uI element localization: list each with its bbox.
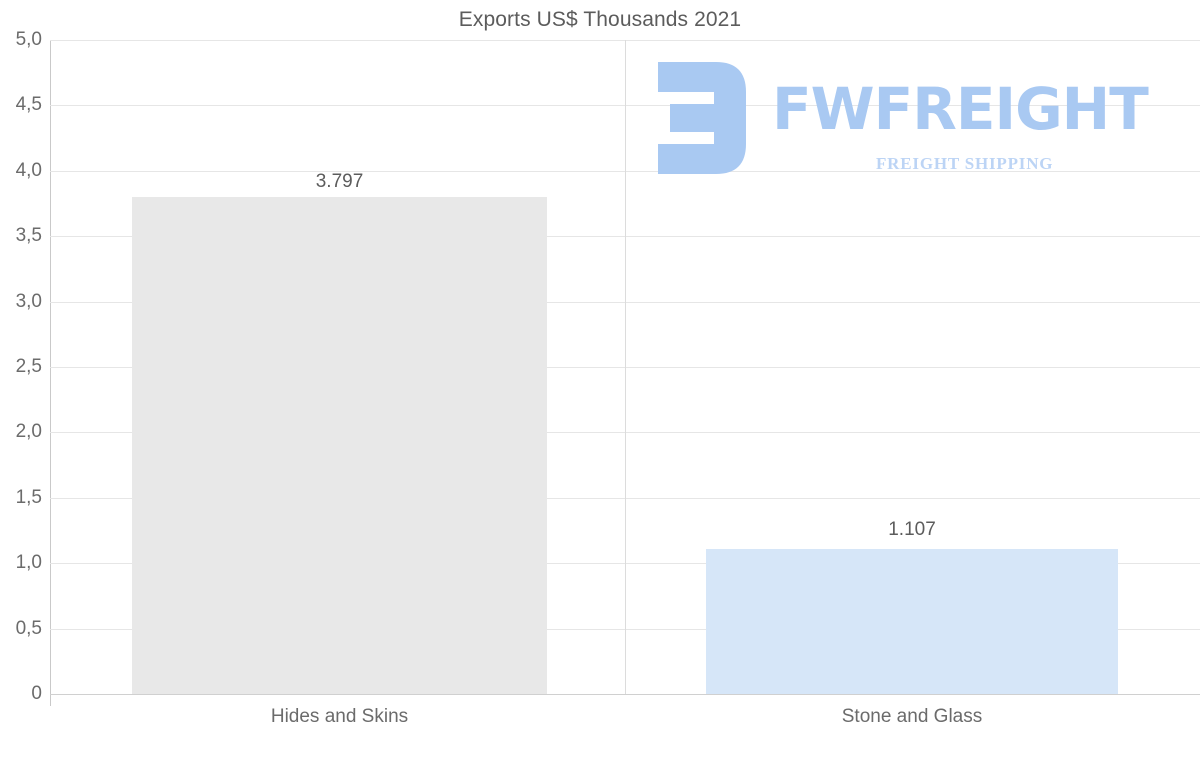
y-tick-label: 4,5 [15,94,42,116]
y-tick-label: 0,5 [15,617,42,639]
bar-stone-and-glass[interactable] [706,549,1118,694]
category-divider [625,40,626,694]
bar-value-label: 3.797 [315,170,364,192]
y-tick-label: 3,0 [15,290,42,312]
y-tick-label: 1,5 [15,486,42,508]
y-tick-label: 5,0 [15,29,42,50]
y-tick-label: 0 [31,683,42,704]
chart-title: Exports US$ Thousands 2021 [458,8,742,31]
y-tick-label: 2,5 [15,356,42,377]
bar-hides-and-skins[interactable] [132,197,547,694]
x-axis-baseline [50,694,1200,695]
plot-area: 3.797 1.107 [50,40,1200,695]
bar-value-label: 1.107 [888,518,936,540]
y-axis-line [50,40,51,706]
y-tick-label: 2,0 [15,421,42,443]
x-category-label-hides-and-skins: Hides and Skins [270,706,409,727]
y-axis-labels: 0 0,5 1,0 1,5 2,0 2,5 3,0 3,5 4,0 4,5 5,… [0,29,42,704]
y-tick-label: 1,0 [15,552,42,574]
y-tick-label: 4,0 [15,159,42,181]
y-tick-label: 3,5 [15,225,42,247]
x-category-label-stone-and-glass: Stone and Glass [841,706,983,727]
